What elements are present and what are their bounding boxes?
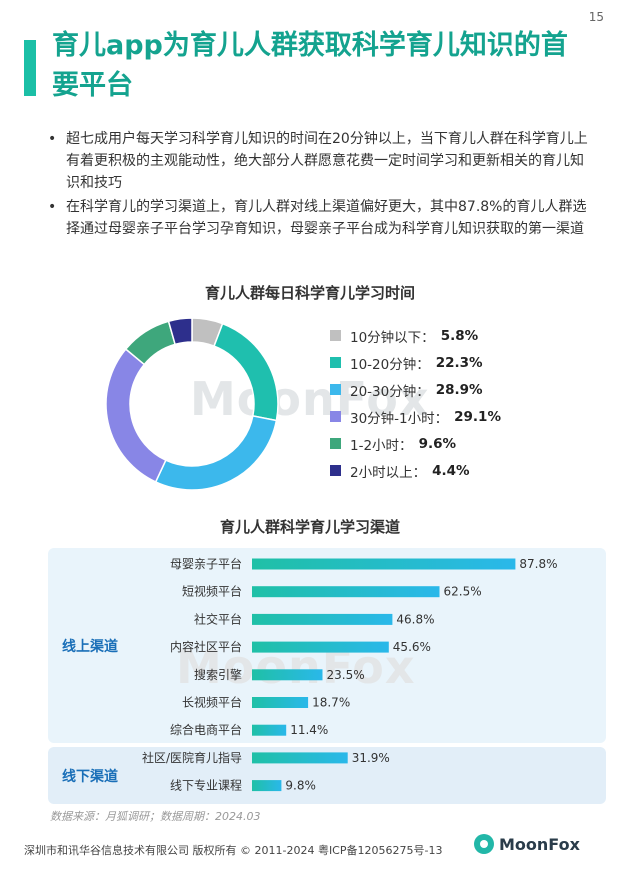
donut-chart <box>105 317 279 491</box>
bar <box>252 558 516 570</box>
bar-value-label: 18.7% <box>312 696 350 710</box>
legend-value: 22.3% <box>435 354 483 371</box>
bar-value-label: 46.8% <box>396 612 434 626</box>
legend-label: 2小时以上： <box>350 464 427 481</box>
legend-value: 28.9% <box>435 381 483 398</box>
moonfox-logo: MoonFox <box>474 834 580 854</box>
page-title: 育儿app为育儿人群获取科学育儿知识的首要平台 <box>52 30 568 101</box>
legend-swatch <box>330 411 341 422</box>
bar-category-label: 短视频平台 <box>182 584 242 599</box>
legend-label: 20-30分钟： <box>350 383 430 400</box>
donut-legend: 10分钟以下： 5.8% 10-20分钟： 22.3% 20-30分钟： 28.9% 30分… <box>330 322 501 484</box>
bullet-text: 超七成用户每天学习科学育儿知识的时间在20分钟以上，当下育儿人群在科学育儿上有着… <box>66 131 588 191</box>
bar <box>252 669 323 681</box>
page-number: 15 <box>588 10 604 24</box>
bar-category-label: 长视频平台 <box>182 695 242 710</box>
bar-value-label: 87.8% <box>519 557 557 571</box>
bar-value-label: 62.5% <box>444 585 482 599</box>
legend-item: 30分钟-1小时： 29.1% <box>330 403 501 430</box>
bar-value-label: 45.6% <box>393 640 431 654</box>
legend-value: 9.6% <box>418 435 457 452</box>
legend-item: 20-30分钟： 28.9% <box>330 376 501 403</box>
legend-value: 5.8% <box>440 327 479 344</box>
legend-value: 29.1% <box>454 408 501 425</box>
bar <box>252 724 287 736</box>
legend-label: 10分钟以下： <box>350 329 435 346</box>
bar-category-label: 综合电商平台 <box>170 722 242 737</box>
bar-category-label: 线下专业课程 <box>170 778 242 793</box>
bar <box>252 780 282 792</box>
legend-item: 1-2小时： 9.6% <box>330 430 501 457</box>
bullet-item: • 超七成用户每天学习科学育儿知识的时间在20分钟以上，当下育儿人群在科学育儿上有… <box>48 131 588 191</box>
bar <box>252 641 389 653</box>
data-source-note: 数据来源：月狐调研；数据周期：2024.03 <box>50 810 261 823</box>
legend-value: 4.4% <box>432 462 470 479</box>
bar <box>252 752 348 764</box>
bar-value-label: 23.5% <box>327 668 365 682</box>
bullet-text: 在科学育儿的学习渠道上，育儿人群对线上渠道偏好更大，其中87.8%的育儿人群选择… <box>66 199 587 237</box>
bar-category-label: 社区/医院育儿指导 <box>142 750 242 765</box>
bar-value-label: 9.8% <box>285 779 316 793</box>
legend-label: 30分钟-1小时： <box>350 410 449 427</box>
title-accent-bar <box>24 40 36 96</box>
bar-category-label: 社交平台 <box>194 611 242 626</box>
legend-item: 10分钟以下： 5.8% <box>330 322 501 349</box>
bar <box>252 586 440 598</box>
bar-chart-title: 育儿人群科学育儿学习渠道 <box>219 518 400 536</box>
moonfox-logo-icon <box>474 834 494 854</box>
legend-swatch <box>330 384 341 395</box>
bar-category-label: 母婴亲子平台 <box>170 556 242 571</box>
donut-chart-title: 育儿人群每日科学育儿学习时间 <box>204 284 415 302</box>
bar-value-label: 11.4% <box>290 723 328 737</box>
legend-label: 1-2小时： <box>350 437 413 454</box>
bar-category-label: 内容社区平台 <box>170 639 242 654</box>
watermark-text: MoonFox <box>190 372 430 426</box>
legend-swatch <box>330 330 341 341</box>
legend-item: 2小时以上： 4.4% <box>330 457 501 484</box>
legend-label: 10-20分钟： <box>350 356 430 373</box>
group-label-online: 线上渠道 <box>62 639 118 655</box>
donut-slice-6 <box>167 317 193 346</box>
legend-swatch <box>330 438 341 449</box>
bar <box>252 697 309 708</box>
legend-item: 10-20分钟： 22.3% <box>330 349 501 376</box>
bar <box>252 613 393 625</box>
bullet-list: • 超七成用户每天学习科学育儿知识的时间在20分钟以上，当下育儿人群在科学育儿上有… <box>48 128 588 242</box>
legend-swatch <box>330 357 341 368</box>
bullet-item: • 在科学育儿的学习渠道上，育儿人群对线上渠道偏好更大，其中87.8%的育儿人群选… <box>48 199 587 237</box>
legend-swatch <box>330 465 341 476</box>
moonfox-logo-text: MoonFox <box>499 834 580 854</box>
bar-category-label: 搜索引擎 <box>194 667 242 682</box>
bar-value-label: 31.9% <box>352 751 390 765</box>
footer-copyright: 深圳市和讯华谷信息技术有限公司 版权所有 © 2011-2024 粤ICP备12… <box>24 844 443 857</box>
group-label-offline: 线下渠道 <box>62 769 118 785</box>
